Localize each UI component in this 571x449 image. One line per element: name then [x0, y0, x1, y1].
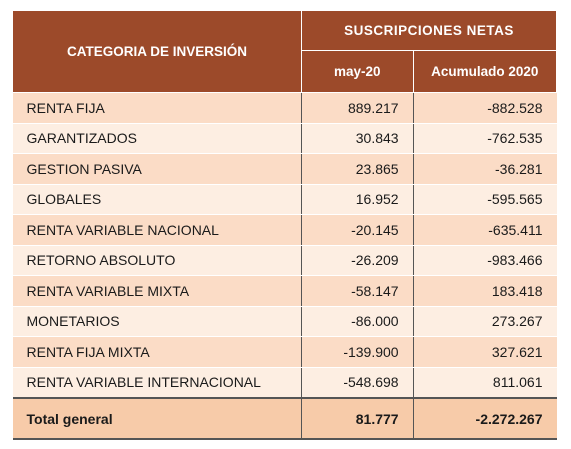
value-cell: 16.952 [301, 184, 414, 215]
value-cell: 183.418 [413, 275, 557, 307]
table-row: RENTA FIJA MIXTA -139.900 327.621 [12, 336, 557, 368]
table-row: GARANTIZADOS 30.843 -762.535 [12, 123, 557, 154]
table-row: RETORNO ABSOLUTO -26.209 -983.466 [12, 245, 557, 276]
table-row: RENTA VARIABLE NACIONAL -20.145 -635.411 [12, 214, 557, 246]
category-cell: RETORNO ABSOLUTO [12, 245, 302, 276]
value-cell: -762.535 [413, 123, 557, 154]
value-cell: -882.528 [413, 92, 557, 124]
category-cell: GLOBALES [12, 184, 302, 215]
value-cell: -548.698 [301, 367, 414, 399]
category-cell: RENTA FIJA [12, 92, 302, 124]
value-cell: 889.217 [301, 92, 414, 124]
header-category: CATEGORIA DE INVERSIÓN [12, 10, 302, 93]
table-row: GLOBALES 16.952 -595.565 [12, 184, 557, 215]
table-row: RENTA VARIABLE INTERNACIONAL -548.698 811.… [12, 367, 557, 399]
header-group: SUSCRIPCIONES NETAS [301, 10, 557, 51]
category-cell: GARANTIZADOS [12, 123, 302, 154]
value-cell: 81.777 [301, 397, 414, 440]
category-cell: MONETARIOS [12, 306, 302, 337]
value-cell: 30.843 [301, 123, 414, 154]
table-row: Total general 81.777 -2.272.267 [12, 397, 557, 440]
header-col: may-20 [301, 50, 414, 93]
value-cell: -2.272.267 [413, 397, 557, 440]
category-cell: RENTA VARIABLE NACIONAL [12, 214, 302, 246]
category-cell: Total general [12, 397, 302, 440]
subscriptions-table: CATEGORIA DE INVERSIÓN SUSCRIPCIONES NET… [12, 10, 558, 440]
category-cell: RENTA VARIABLE MIXTA [12, 275, 302, 307]
table-row: MONETARIOS -86.000 273.267 [12, 306, 557, 337]
value-cell: 327.621 [413, 336, 557, 368]
category-cell: GESTION PASIVA [12, 153, 302, 185]
value-cell: 273.267 [413, 306, 557, 337]
value-cell: -20.145 [301, 214, 414, 246]
value-cell: -36.281 [413, 153, 557, 185]
value-cell: -58.147 [301, 275, 414, 307]
category-cell: RENTA VARIABLE INTERNACIONAL [12, 367, 302, 399]
value-cell: 23.865 [301, 153, 414, 185]
table-row: RENTA FIJA 889.217 -882.528 [12, 92, 557, 124]
value-cell: -635.411 [413, 214, 557, 246]
value-cell: -983.466 [413, 245, 557, 276]
table-row: GESTION PASIVA 23.865 -36.281 [12, 153, 557, 185]
value-cell: -86.000 [301, 306, 414, 337]
table-row: RENTA VARIABLE MIXTA -58.147 183.418 [12, 275, 557, 307]
header-col: Acumulado 2020 [412, 50, 558, 93]
value-cell: -139.900 [301, 336, 414, 368]
value-cell: -26.209 [301, 245, 414, 276]
table-body: RENTA FIJA 889.217 -882.528 GARANTIZADOS 30.… [12, 92, 557, 440]
category-cell: RENTA FIJA MIXTA [12, 336, 302, 368]
value-cell: -595.565 [413, 184, 557, 215]
value-cell: 811.061 [413, 367, 557, 399]
